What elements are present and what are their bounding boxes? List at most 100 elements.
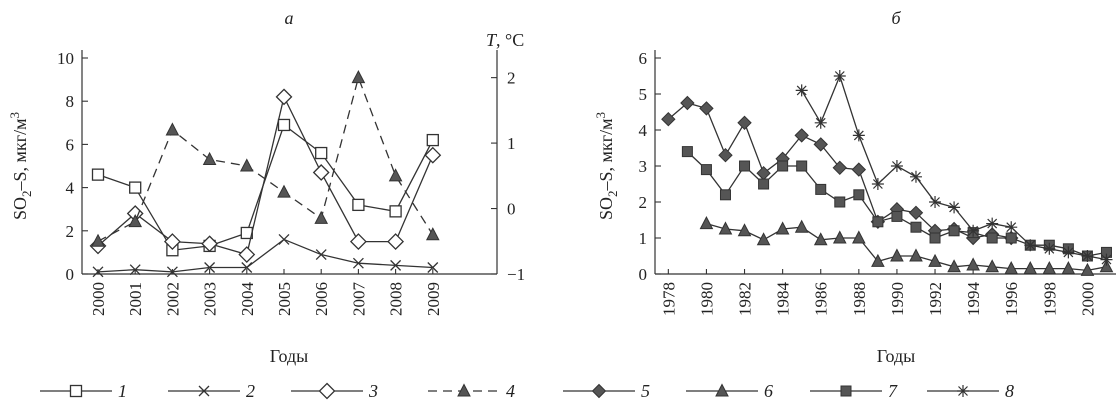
x-tick-label: 1994: [964, 282, 983, 317]
legend-marker: [69, 384, 83, 398]
data-point: [314, 210, 329, 224]
data-point: [852, 129, 865, 142]
legend-label: 5: [641, 381, 650, 401]
x-tick-label: 2006: [312, 282, 331, 316]
y-axis-label: SO2–S, мкг/м3: [7, 112, 34, 220]
data-point: [814, 116, 827, 129]
data-point: [852, 230, 866, 244]
x-tick-label: 1998: [1040, 282, 1059, 316]
data-point: [202, 151, 217, 165]
data-point: [1005, 221, 1018, 234]
data-point: [389, 205, 402, 218]
data-point: [277, 184, 291, 198]
legend-item-1: 1: [40, 381, 127, 401]
data-point: [777, 160, 789, 172]
x-tick-label: 2009: [424, 282, 443, 316]
x-tick-label: 2004: [238, 282, 257, 317]
series-8: [795, 70, 1113, 266]
data-point: [91, 233, 105, 247]
legend-label: 6: [764, 381, 773, 401]
y-tick-label: 5: [639, 85, 648, 104]
data-point: [948, 201, 961, 214]
data-point: [275, 88, 293, 106]
data-point: [204, 262, 216, 273]
data-point: [166, 266, 178, 278]
legend-label: 7: [888, 381, 898, 401]
data-point: [1042, 261, 1057, 275]
x-tick-label: 1996: [1002, 282, 1021, 316]
data-point: [967, 224, 980, 237]
data-point: [718, 221, 733, 235]
y-tick-label: 8: [66, 92, 75, 111]
y-tick-label: 6: [639, 49, 648, 68]
series-3: [89, 88, 442, 263]
data-point: [719, 189, 731, 201]
data-point: [165, 122, 180, 136]
data-point: [241, 262, 253, 273]
x-tick-label: 1978: [659, 282, 678, 316]
legend-item-2: 2: [168, 381, 255, 401]
data-point: [909, 248, 923, 262]
y2-tick-label: 2: [507, 69, 516, 88]
data-point: [756, 232, 771, 246]
legend-marker: [318, 382, 336, 400]
data-point: [700, 164, 712, 176]
data-point: [813, 137, 828, 152]
data-point: [128, 214, 143, 228]
legend-item-4: 4: [428, 381, 515, 401]
data-point: [426, 133, 439, 147]
legend-label: 4: [506, 381, 515, 401]
x-axis-label: Годы: [270, 346, 309, 366]
y2-axis-label: T, °C: [486, 30, 524, 50]
legend-item-3: 3: [291, 381, 378, 401]
legend-label: 1: [118, 381, 127, 401]
panel-label: б: [891, 8, 901, 28]
x-tick-label: 1988: [850, 282, 869, 316]
y-tick-label: 0: [639, 265, 648, 284]
series-2: [92, 233, 439, 278]
data-point: [794, 219, 809, 233]
series-5: [661, 95, 1019, 246]
legend-label: 3: [368, 381, 378, 401]
legend-marker: [198, 385, 210, 397]
data-point: [758, 178, 770, 190]
y-tick-label: 6: [66, 135, 75, 154]
panel-b: 0 1 2 3 4 5 6 1978 1980 1982 1984 1986 1988 1990 1992 1…: [593, 8, 1116, 366]
x-tick-label: 2001: [126, 282, 145, 316]
data-point: [390, 259, 402, 271]
data-point: [756, 165, 771, 181]
data-point: [277, 118, 291, 132]
y2-tick-label: 1: [507, 134, 516, 153]
data-point: [1024, 239, 1037, 252]
y-tick-label: 2: [66, 222, 75, 241]
y-tick-label: 4: [66, 179, 75, 198]
series-line: [97, 75, 434, 242]
data-point: [796, 160, 808, 172]
data-point: [699, 216, 714, 230]
x-tick-label: 2003: [201, 282, 220, 316]
data-point: [813, 232, 828, 246]
data-point: [351, 70, 366, 84]
series-line: [706, 222, 1107, 272]
data-point: [872, 216, 884, 228]
data-point: [737, 115, 752, 131]
series-6: [699, 216, 1114, 276]
data-point: [278, 233, 290, 245]
data-point: [1005, 232, 1017, 244]
series-1: [91, 118, 439, 257]
data-point: [986, 217, 999, 230]
data-point: [388, 168, 403, 182]
series-line: [97, 94, 434, 256]
data-point: [928, 253, 942, 267]
y2-tick-label: 0: [507, 200, 516, 219]
data-point: [129, 181, 142, 194]
y-tick-label: 2: [639, 193, 648, 212]
data-point: [238, 246, 256, 263]
data-point: [832, 230, 847, 244]
data-point: [986, 232, 998, 244]
data-point: [851, 162, 867, 177]
legend-label: 8: [1005, 381, 1014, 401]
data-point: [947, 259, 961, 273]
